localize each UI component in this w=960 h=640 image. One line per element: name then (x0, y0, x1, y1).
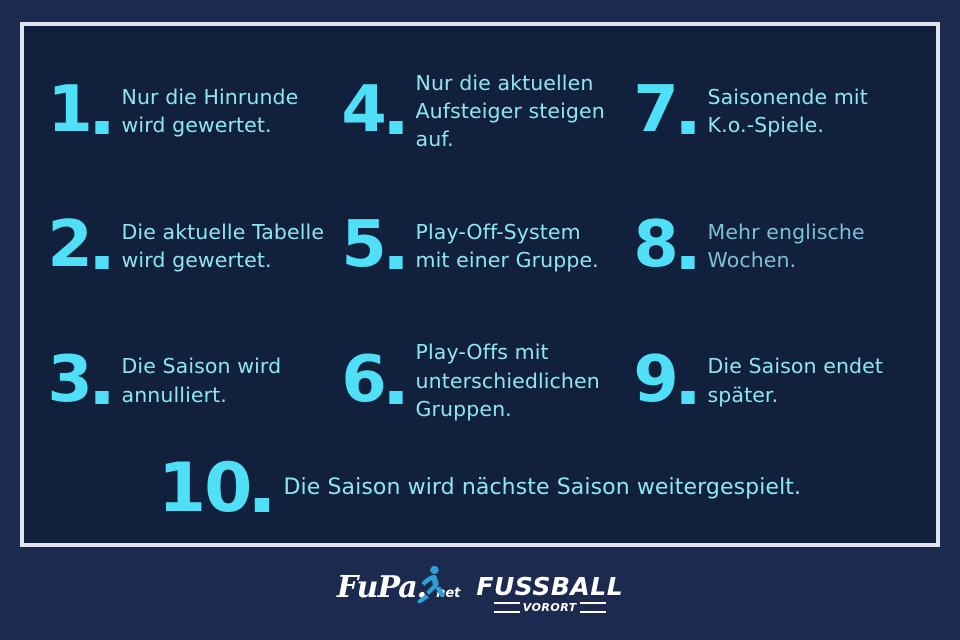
rule-number-digits: 3 (47, 342, 92, 417)
rule-number-digits: 5 (341, 208, 386, 283)
rule-text-2: Die aktuelle Tabelle wird gewertet. (121, 219, 325, 272)
rule-number-dot-square (680, 121, 695, 135)
rule-number-4: 4 (341, 73, 403, 148)
rule-number-dot-square (388, 390, 403, 404)
rule-number-digits: 1 (47, 73, 92, 148)
rule-text-8: Mehr englische Wochen. (707, 219, 865, 272)
vorort-wordmark: VORORT (522, 600, 577, 614)
rule-text-6: Play-Offs mit unterschiedlichen Gruppen. (415, 340, 600, 421)
rule-item-5: 5 Play-Off-System mit einer Gruppe. (328, 179, 618, 314)
rule-number-dot-square (94, 121, 109, 135)
rule-number-digits: 8 (633, 208, 678, 283)
rule-number-10: 10 (157, 448, 269, 528)
fussball-wordmark: FUSSBALL (476, 571, 624, 601)
rule-text-9: Die Saison endet später. (707, 354, 884, 407)
rule-text-3: Die Saison wird annulliert. (121, 354, 282, 407)
fussball-vorort-logo: FUSSBALL VORORT (476, 574, 623, 613)
rule-text-4: Nur die aktuellen Aufsteiger steigen auf… (415, 70, 605, 152)
rule-number-dot-square (388, 255, 403, 269)
rule-number-dot-square (388, 121, 403, 135)
rule-item-2: 2 Die aktuelle Tabelle wird gewertet. (28, 179, 328, 314)
rule-text-5: Play-Off-System mit einer Gruppe. (415, 219, 599, 272)
rule-number-digits: 6 (341, 342, 386, 417)
rule-text-1: Nur die Hinrunde wird gewertet. (121, 85, 299, 138)
rule-number-2: 2 (47, 208, 109, 283)
rule-number-6: 6 (341, 342, 403, 417)
rule-number-digits: 4 (341, 73, 386, 148)
rule-text-10: Die Saison wird nächste Saison weiterges… (283, 475, 802, 501)
panel-inner: 1 Nur die Hinrunde wird gewertet. 4 Nur … (28, 30, 932, 539)
rule-number-dot-square (94, 390, 109, 404)
vorort-rule-left (493, 601, 520, 613)
rule-number-5: 5 (341, 208, 403, 283)
rule-number-dot-square (680, 255, 695, 269)
rule-item-4: 4 Nur die aktuellen Aufsteiger steigen a… (328, 44, 618, 179)
soccer-player-icon (413, 565, 447, 603)
framed-panel: 1 Nur die Hinrunde wird gewertet. 4 Nur … (20, 22, 940, 547)
rule-item-10: 10 Die Saison wird nächste Saison weiter… (28, 448, 932, 528)
footer-logos: FuPa. net FUSSBALL VORORT (0, 562, 960, 624)
rule-item-8: 8 Mehr englische Wochen. (618, 179, 918, 314)
rule-number-digits: 9 (633, 342, 678, 417)
rules-grid: 1 Nur die Hinrunde wird gewertet. 4 Nur … (28, 44, 932, 448)
rule-item-6: 6 Play-Offs mit unterschiedlichen Gruppe… (328, 313, 618, 448)
rule-number-8: 8 (633, 208, 695, 283)
rule-item-9: 9 Die Saison endet später. (618, 313, 918, 448)
rule-number-3: 3 (47, 342, 109, 417)
rule-item-7: 7 Saisonende mit K.o.-Spiele. (618, 44, 918, 179)
rule-number-dot-square (254, 498, 269, 512)
rule-text-7: Saisonende mit K.o.-Spiele. (707, 85, 868, 138)
rule-number-digits: 2 (47, 208, 92, 283)
rule-number-dot-square (680, 390, 695, 404)
rule-number-digits: 7 (633, 73, 678, 148)
rule-item-3: 3 Die Saison wird annulliert. (28, 313, 328, 448)
vorort-rule-right (579, 601, 606, 613)
rule-number-dot-square (94, 255, 109, 269)
fupa-wordmark: FuPa. (336, 570, 427, 605)
rule-number-1: 1 (47, 73, 109, 148)
rule-number-digits: 10 (157, 448, 252, 528)
rule-number-7: 7 (633, 73, 695, 148)
fupa-logo: FuPa. net (336, 565, 460, 613)
rule-number-9: 9 (633, 342, 695, 417)
vorort-row: VORORT (493, 600, 606, 614)
rule-item-1: 1 Nur die Hinrunde wird gewertet. (28, 44, 328, 179)
